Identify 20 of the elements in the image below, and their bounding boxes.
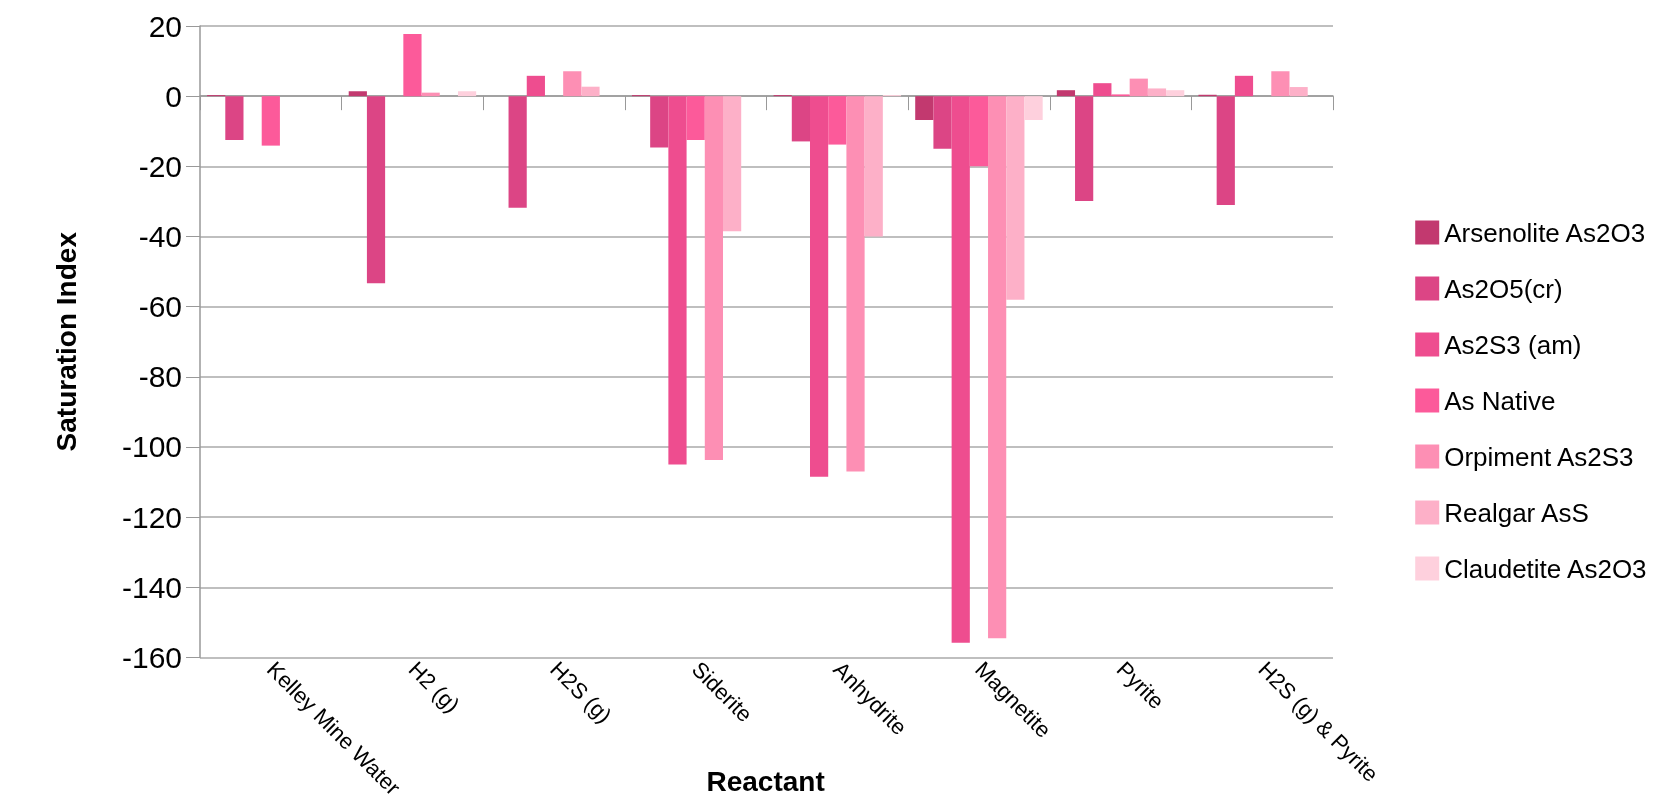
y-tick-label: -100 [121,430,182,464]
y-tick-label: -160 [121,640,182,674]
legend-label: Orpiment As2S3 [1444,441,1634,472]
legend-label: Arsenolite As2O3 [1444,217,1646,248]
legend-label: As2S3 (am) [1444,329,1582,360]
y-tick-label: 0 [165,79,182,113]
y-tick-label: -20 [138,149,182,183]
y-tick-label: -60 [138,290,182,324]
y-tick-label: 20 [148,9,182,43]
y-axis-title: Saturation Index [50,231,82,452]
legend-label: As Native [1444,385,1556,416]
y-tick-label: -40 [138,219,182,253]
legend-label: Claudetite As2O3 [1444,553,1647,584]
x-axis-title: Reactant [706,765,825,797]
y-tick-label: -120 [121,500,182,534]
legend-label: As2O5(cr) [1444,273,1563,304]
legend-label: Realgar AsS [1444,497,1589,528]
x-tick-label: H2 (g) [403,656,465,718]
y-tick-label: -80 [138,360,182,394]
y-tick-label: -140 [121,570,182,604]
